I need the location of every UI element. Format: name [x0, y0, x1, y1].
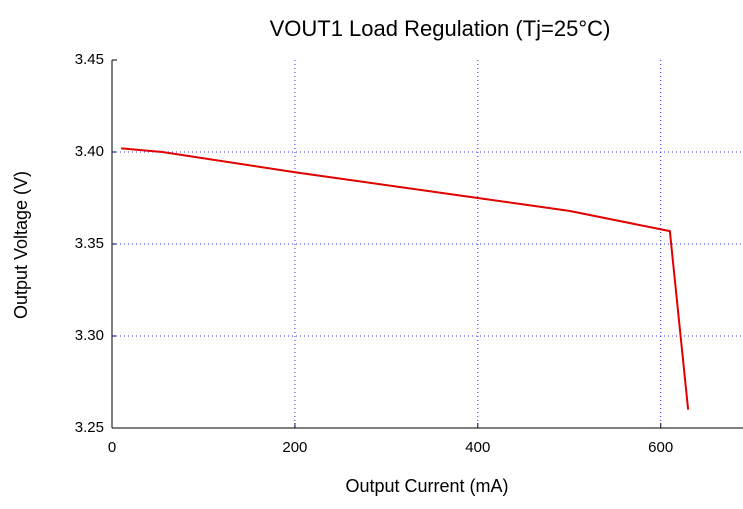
chart-title: VOUT1 Load Regulation (Tj=25°C)	[270, 16, 611, 41]
x-tick-label: 600	[648, 439, 673, 456]
y-tick-label: 3.40	[75, 143, 104, 160]
y-tick-label: 3.25	[75, 419, 104, 436]
y-axis-label: Output Voltage (V)	[11, 171, 31, 319]
x-tick-label: 400	[465, 439, 490, 456]
x-tick-label: 200	[282, 439, 307, 456]
y-tick-label: 3.45	[75, 51, 104, 68]
y-tick-label: 3.30	[75, 327, 104, 344]
y-tick-label: 3.35	[75, 235, 104, 252]
data-line	[121, 147, 690, 410]
x-tick-label: 0	[108, 439, 116, 456]
x-axis-label: Output Current (mA)	[345, 476, 508, 496]
